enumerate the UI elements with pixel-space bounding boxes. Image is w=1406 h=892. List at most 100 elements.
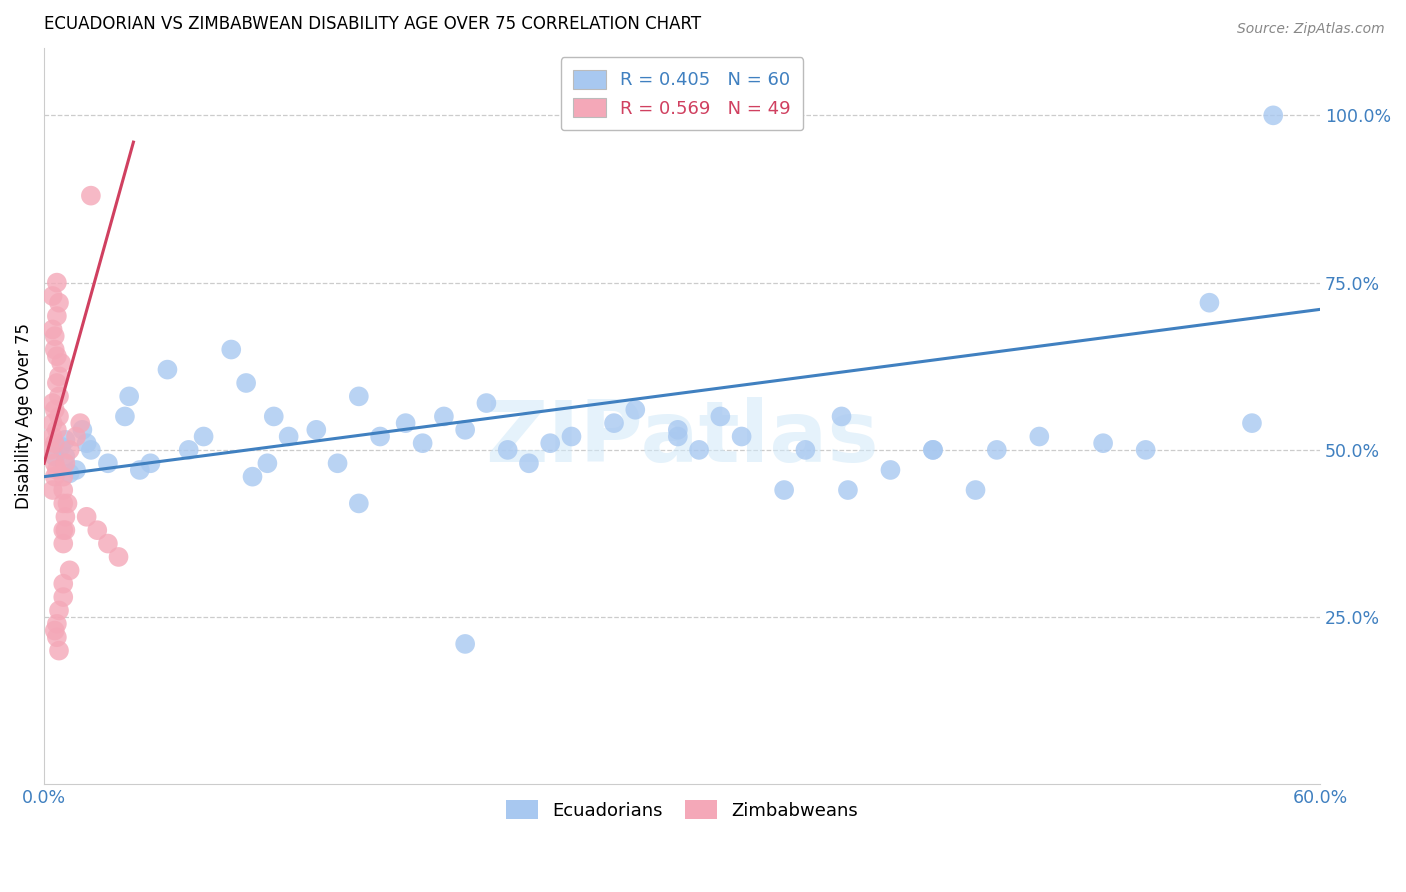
Point [118,389,141,403]
Point [139,456,162,470]
Point [44,329,66,343]
Point [44,343,66,357]
Point [52,469,75,483]
Point [52,576,75,591]
Point [114,409,136,424]
Point [347,496,370,510]
Text: Source: ZipAtlas.com: Source: ZipAtlas.com [1237,22,1385,37]
Point [326,456,349,470]
Point [80,188,103,202]
Point [709,409,731,424]
Point [394,416,416,430]
Point [49,440,72,454]
Point [48,409,70,424]
Y-axis label: Disability Age Over 75: Disability Age Over 75 [15,324,32,509]
Point [48,295,70,310]
Point [242,469,264,483]
Point [97,536,120,550]
Point [76,436,98,450]
Point [72,423,94,437]
Point [1263,108,1285,122]
Point [1092,436,1115,450]
Point [44,624,66,638]
Point [454,637,477,651]
Point [922,442,945,457]
Point [52,483,75,497]
Point [922,442,945,457]
Point [560,429,582,443]
Point [53,450,76,464]
Point [347,389,370,403]
Point [156,362,179,376]
Point [879,463,901,477]
Point [97,456,120,470]
Point [517,456,540,470]
Point [1198,295,1220,310]
Point [44,402,66,417]
Point [128,463,150,477]
Point [41,483,63,497]
Point [454,423,477,437]
Point [538,436,561,450]
Point [1028,429,1050,443]
Point [475,396,498,410]
Point [49,356,72,370]
Point [59,563,82,577]
Point [1240,416,1263,430]
Point [730,429,752,443]
Point [45,376,67,390]
Point [794,442,817,457]
Text: ECUADORIAN VS ZIMBABWEAN DISABILITY AGE OVER 75 CORRELATION CHART: ECUADORIAN VS ZIMBABWEAN DISABILITY AGE … [44,15,702,33]
Point [45,630,67,644]
Point [48,389,70,403]
Point [56,496,79,510]
Point [80,442,103,457]
Point [48,369,70,384]
Point [666,429,689,443]
Point [831,409,853,424]
Text: ZIPatlas: ZIPatlas [485,397,879,480]
Point [368,429,391,443]
Point [1135,442,1157,457]
Point [107,549,129,564]
Point [45,616,67,631]
Point [41,322,63,336]
Point [263,409,285,424]
Point [48,643,70,657]
Point [53,433,76,447]
Point [69,416,91,430]
Point [45,309,67,323]
Point [52,590,75,604]
Point [41,396,63,410]
Point [45,276,67,290]
Point [256,456,278,470]
Point [41,289,63,303]
Point [177,442,200,457]
Point [433,409,456,424]
Point [624,402,647,417]
Point [235,376,257,390]
Point [193,429,215,443]
Point [52,523,75,537]
Point [76,509,98,524]
Point [41,429,63,443]
Point [59,467,82,481]
Point [39,442,62,457]
Point [45,423,67,437]
Point [65,463,87,477]
Point [53,523,76,537]
Point [965,483,987,497]
Point [48,603,70,617]
Point [277,429,299,443]
Point [53,509,76,524]
Point [45,463,67,477]
Point [44,469,66,483]
Point [688,442,710,457]
Point [41,416,63,430]
Point [219,343,242,357]
Point [986,442,1008,457]
Point [837,483,859,497]
Point [52,536,75,550]
Point [59,442,82,457]
Point [44,450,66,464]
